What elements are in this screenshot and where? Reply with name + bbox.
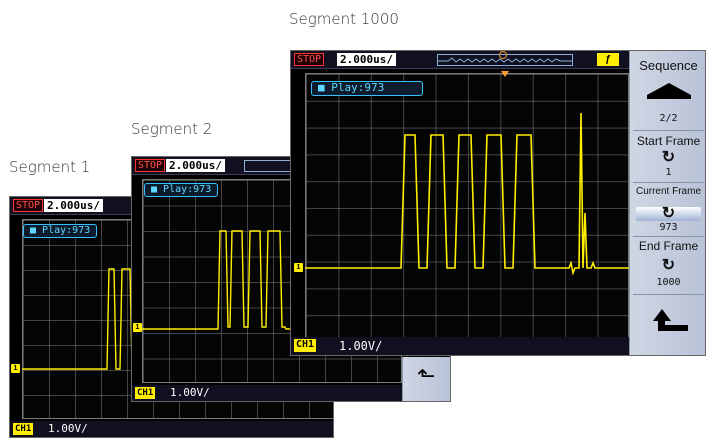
channel-1-label: CH1 [13,423,34,435]
play-status-text: Play:973 [331,81,385,94]
caption-segment-1000: Segment 1000 [289,10,399,28]
end-frame-button[interactable]: End Frame ↻ 1000 [633,239,704,295]
top-status-bar: STOP 2.000us/ ƒ [291,51,629,69]
waveform-trace [305,112,629,276]
channel-1-scale: 1.00V/ [339,339,383,353]
trigger-position-icon [499,51,507,59]
play-status-text: Play:973 [163,184,212,195]
return-arrow-icon[interactable]: ⬑ [417,363,436,388]
channel-1-label: CH1 [135,387,156,399]
bottom-status-bar: CH1 1.00V/ [291,337,629,355]
play-status-box: ■ Play:973 [144,183,219,197]
timebase-readout: 2.000us/ [44,199,103,212]
bottom-status-bar: CH1 1.00V/ [132,385,450,401]
current-frame-highlight [636,207,701,221]
channel-1-ground-marker: 1 [294,263,303,272]
return-arrow-tail [658,325,688,331]
play-status-text: Play:973 [42,225,91,236]
run-state-indicator: STOP [13,199,44,212]
run-state-indicator: STOP [294,53,325,66]
waveform-trace [142,230,402,330]
start-frame-label: Start Frame [636,134,701,148]
sequence-softkey-menu: Sequence 2/2 Start Frame ↻ 1 Current Fra… [629,51,705,355]
channel-1-scale: 1.00V/ [170,386,210,399]
end-frame-value: 1000 [656,277,681,288]
channel-1-scale: 1.00V/ [48,422,88,435]
run-state-indicator: STOP [135,159,166,172]
trigger-edge-indicator: ƒ [597,53,619,66]
end-frame-label: End Frame [638,239,699,253]
channel-1-ground-marker: 1 [11,364,20,373]
play-status-box: ■ Play:973 [311,81,423,96]
rotate-knob-icon: ↻ [661,149,676,166]
return-button[interactable] [633,297,704,353]
timebase-readout: 2.000us/ [166,159,225,172]
channel-1-ground-marker: 1 [133,323,142,332]
current-frame-label: Current Frame [635,186,701,197]
timebase-readout: 2.000us/ [337,53,396,66]
channel-1-label: CH1 [294,339,317,352]
memory-overview-bar [437,51,573,66]
current-frame-button[interactable]: Current Frame ↻ 973 [633,185,704,237]
current-frame-value: 973 [659,222,678,233]
caption-segment-2: Segment 2 [131,120,213,138]
menu-title: Sequence [639,58,698,73]
memory-overview-waveform [438,57,572,63]
waveform-grid [305,73,629,341]
menu-page-indicator: 2/2 [659,113,678,124]
bottom-status-bar: CH1 1.00V/ [10,421,333,437]
scope-screen-segment-1000: STOP 2.000us/ ƒ ■ Play:973 1 CH1 1.00V/ … [290,50,706,356]
up-arrow-icon [647,83,691,95]
rotate-knob-icon: ↻ [661,205,676,222]
return-arrow-head [653,309,671,321]
play-status-box: ■ Play:973 [23,224,98,238]
start-frame-button[interactable]: Start Frame ↻ 1 [633,133,704,183]
caption-segment-1: Segment 1 [9,158,91,176]
softkey-menu-partial: ⬑ [402,357,450,401]
page-up-button[interactable]: 2/2 [633,77,704,131]
trigger-position-marker [501,71,509,77]
rotate-knob-icon: ↻ [661,257,676,274]
up-arrow-stem [647,95,691,99]
start-frame-value: 1 [665,167,672,178]
